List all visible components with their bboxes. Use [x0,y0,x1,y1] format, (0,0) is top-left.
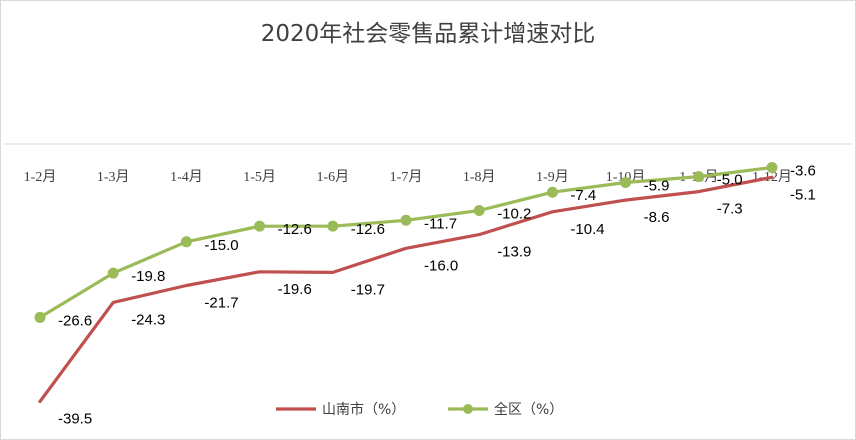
legend-label: 全区（%） [494,401,563,418]
data-label: -24.3 [131,311,165,328]
chart-title: 2020年社会零售品累计增速对比 [260,21,596,47]
data-label: -21.7 [204,294,238,311]
data-point [766,161,778,173]
legend-label: 山南市（%） [322,401,405,418]
x-tick-label: 1-5月 [243,169,276,185]
data-point [620,176,632,188]
data-labels: -39.5 -24.3 -21.7 -19.6 -19.7 -16.0 -13.9 -10.4… [58,162,816,427]
data-label: -12.6 [351,221,385,238]
data-label: -10.4 [570,221,604,238]
data-point [400,214,412,226]
data-label: -26.6 [58,312,92,329]
x-tick-label: 1-3月 [97,169,130,185]
data-label: -19.6 [278,281,312,298]
x-tick-label: 1-8月 [463,169,496,185]
data-label: -11.7 [424,215,457,232]
data-label: -13.9 [497,244,531,261]
data-point [180,236,192,248]
data-point [34,311,46,323]
data-point [473,205,485,217]
legend-marker [463,404,473,414]
series-line-0 [38,175,774,404]
data-label: -39.5 [58,411,92,428]
x-tick-label: 1-4月 [170,169,203,185]
x-tick-label: 1-2月 [24,169,57,185]
data-label: -12.6 [278,221,312,238]
data-point [254,220,266,232]
data-label: -15.0 [204,237,238,254]
data-point [327,220,339,232]
data-label: -3.6 [790,162,816,179]
data-label: -19.7 [351,281,385,298]
data-label: -5.0 [717,172,743,189]
data-point [693,171,705,183]
data-label: -5.1 [790,186,816,203]
x-tick-label: 1-7月 [390,169,423,185]
legend: 山南市（%） 全区（%） [276,401,563,418]
data-label: -10.2 [497,206,531,223]
x-tick-label: 1-9月 [536,169,569,185]
data-label: -16.0 [424,257,458,274]
data-label: -8.6 [644,209,670,226]
data-label: -7.4 [570,187,596,204]
series-lines [34,161,778,404]
x-tick-label: 1-6月 [316,169,349,185]
data-label: -7.3 [717,201,743,218]
data-label: -5.9 [644,177,670,194]
data-point [107,267,119,279]
data-label: -19.8 [131,268,165,285]
data-point [546,186,558,198]
